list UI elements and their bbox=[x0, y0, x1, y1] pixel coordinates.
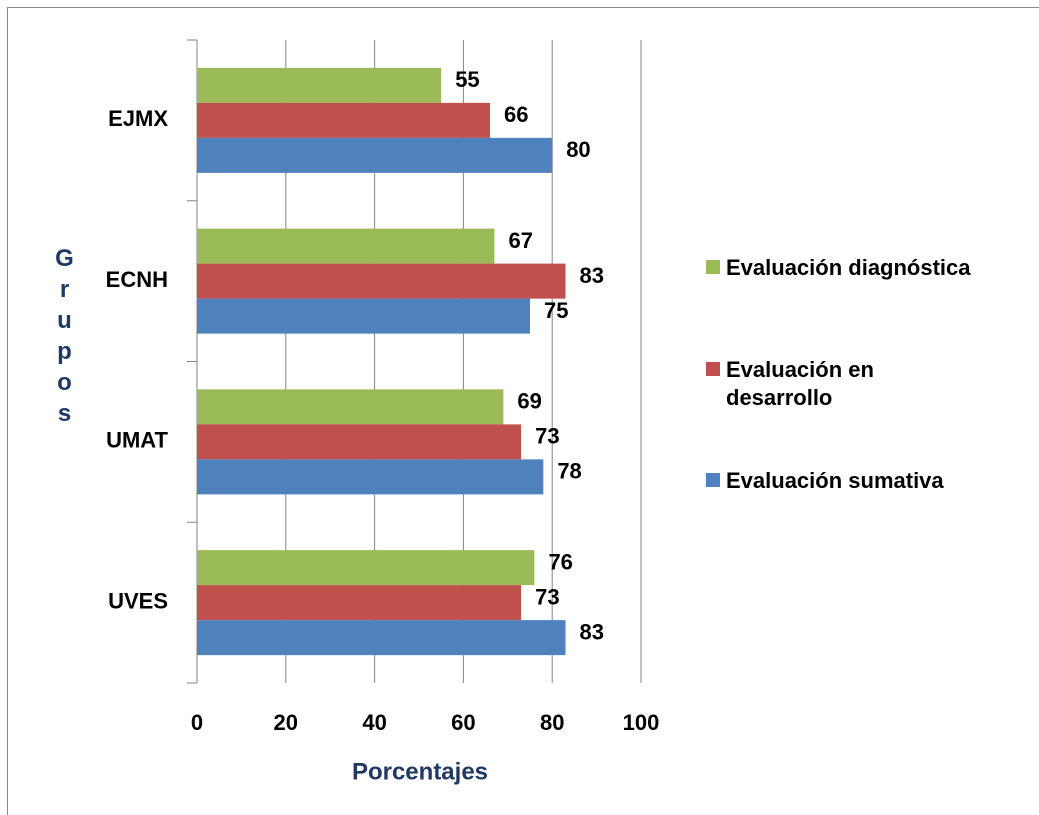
legend-swatch bbox=[706, 260, 720, 274]
data-label: 69 bbox=[517, 389, 541, 414]
data-label: 73 bbox=[535, 584, 559, 609]
y-axis-label: Grupos bbox=[51, 245, 78, 431]
bar bbox=[197, 585, 522, 621]
legend-label: Evaluación sumativa bbox=[726, 468, 944, 493]
bar bbox=[197, 263, 566, 299]
x-tick-label: 20 bbox=[274, 710, 298, 735]
data-label: 83 bbox=[580, 263, 604, 288]
data-label: 66 bbox=[504, 102, 528, 127]
bar bbox=[197, 228, 495, 264]
x-axis-label: Porcentajes bbox=[352, 758, 488, 785]
legend-label: Evaluación en desarrollo bbox=[726, 357, 874, 410]
x-tick-label: 60 bbox=[451, 710, 475, 735]
bar bbox=[197, 389, 504, 425]
bar bbox=[197, 298, 530, 334]
legend-item: Evaluación sumativa bbox=[706, 467, 1026, 495]
bar bbox=[197, 620, 566, 656]
legend-item: Evaluación en desarrollo bbox=[706, 356, 926, 412]
frame bbox=[7, 7, 1039, 815]
data-label: 55 bbox=[455, 67, 479, 92]
data-label: 78 bbox=[557, 459, 581, 484]
y-tick-label: EJMX bbox=[108, 106, 168, 131]
x-tick-label: 40 bbox=[362, 710, 386, 735]
y-tick-label: UMAT bbox=[106, 428, 168, 453]
y-tick-label: ECNH bbox=[106, 267, 168, 292]
legend-swatch bbox=[706, 473, 720, 487]
x-tick-label: 100 bbox=[623, 710, 660, 735]
bar bbox=[197, 459, 544, 495]
data-label: 67 bbox=[508, 228, 532, 253]
x-tick-label: 0 bbox=[191, 710, 203, 735]
data-label: 73 bbox=[535, 424, 559, 449]
bar bbox=[197, 424, 522, 460]
legend-swatch bbox=[706, 362, 720, 376]
y-tick-label: UVES bbox=[108, 588, 168, 613]
data-label: 83 bbox=[580, 619, 604, 644]
bar bbox=[197, 137, 553, 173]
data-label: 75 bbox=[544, 298, 568, 323]
bar bbox=[197, 550, 535, 586]
data-label: 76 bbox=[548, 549, 572, 574]
bar bbox=[197, 67, 442, 103]
legend-label: Evaluación diagnóstica bbox=[726, 255, 971, 280]
legend-item: Evaluación diagnóstica bbox=[706, 254, 1026, 282]
bar bbox=[197, 102, 491, 138]
x-tick-label: 80 bbox=[540, 710, 564, 735]
data-label: 80 bbox=[566, 137, 590, 162]
